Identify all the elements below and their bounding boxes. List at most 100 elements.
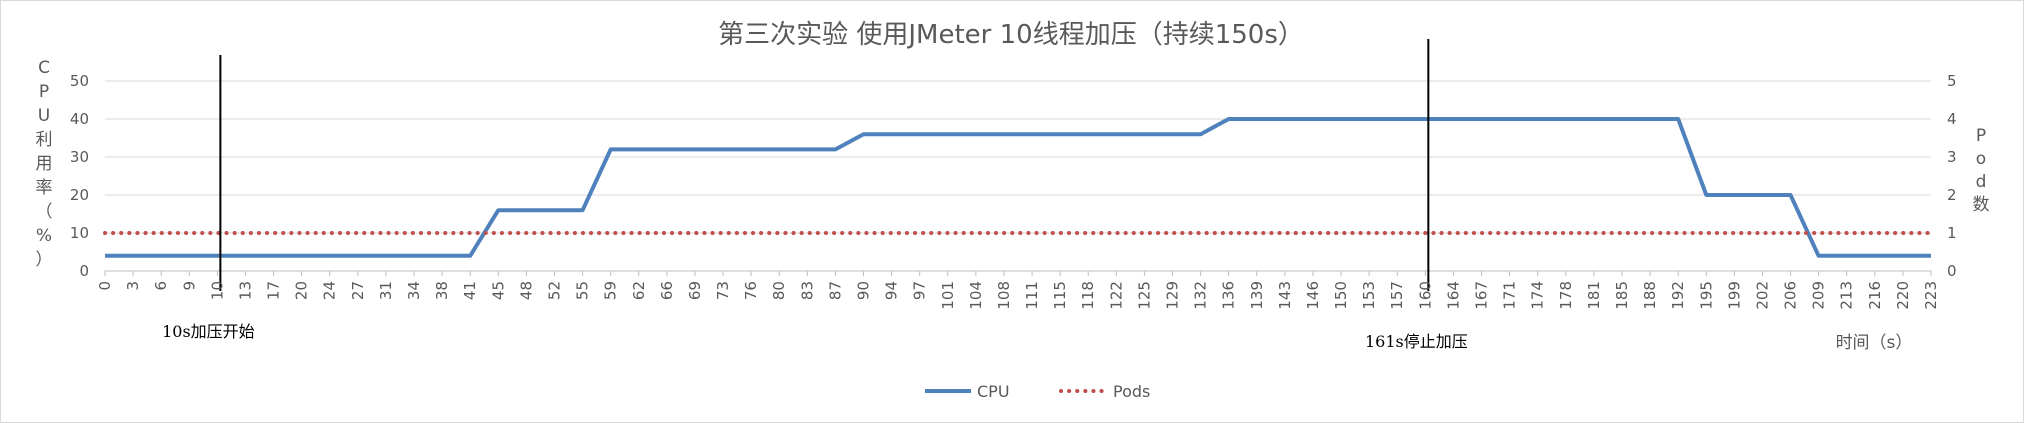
x-tick-label: 178 [1557,281,1575,310]
x-tick-label: 150 [1332,281,1350,310]
y2-tick-label: 3 [1947,148,1957,166]
x-tick-label: 139 [1248,281,1266,310]
axis-label-char: P [39,82,49,102]
legend-label-pods: Pods [1113,382,1150,401]
x-tick-label: 76 [742,281,760,300]
x-tick-label: 143 [1276,281,1294,310]
x-tick-label: 20 [293,281,311,300]
axis-label-char: U [38,106,50,126]
x-tick-label: 108 [995,281,1013,310]
x-tick-label: 10 [208,281,226,300]
x-tick-label: 73 [714,281,732,300]
x-tick-label: 59 [602,281,620,300]
x-tick-label: 3 [124,281,142,291]
x-tick-label: 164 [1444,281,1462,310]
x-tick-label: 83 [798,281,816,300]
x-tick-label: 216 [1866,281,1884,310]
x-tick-label: 38 [433,281,451,300]
x-tick-label: 160 [1416,281,1434,310]
axis-label-char: 率 [36,178,53,198]
x-tick-label: 209 [1810,281,1828,310]
x-tick-label: 174 [1529,281,1547,310]
x-tick-label: 55 [574,281,592,300]
x-tick-label: 167 [1473,281,1491,310]
y-tick-label: 0 [79,262,89,280]
x-tick-label: 69 [686,281,704,300]
x-tick-label: 45 [489,281,507,300]
series-line-cpu [105,119,1931,256]
x-tick-label: 13 [236,281,254,300]
x-tick-label: 115 [1051,281,1069,310]
chart-title: 第三次实验 使用JMeter 10线程加压（持续150s） [718,20,1304,50]
x-tick-label: 62 [630,281,648,300]
x-tick-label: 34 [405,281,423,300]
x-tick-label: 195 [1697,281,1715,310]
x-tick-label: 27 [349,281,367,300]
y-tick-label: 50 [70,72,89,90]
x-tick-label: 199 [1725,281,1743,310]
x-tick-label: 146 [1304,281,1322,310]
axis-label-char: 利 [36,130,53,150]
y2-tick-label: 0 [1947,262,1957,280]
y-tick-label: 30 [70,148,89,166]
x-tick-label: 104 [967,281,985,310]
x-tick-label: 87 [826,281,844,300]
grid-lines [105,81,1931,276]
x-tick-label: 213 [1838,281,1856,310]
axis-label-char: ） [36,250,53,270]
x-tick-label: 157 [1388,281,1406,310]
y-tick-label: 40 [70,110,89,128]
annotation-label: 10s加压开始 [162,322,255,341]
x-tick-label: 118 [1079,281,1097,310]
x-tick-label: 17 [265,281,283,300]
x-tick-label: 9 [180,281,198,291]
x-tick-label: 171 [1501,281,1519,310]
series-layer [105,119,1931,256]
x-tick-label: 41 [461,281,479,300]
x-tick-label: 129 [1164,281,1182,310]
x-tick-label: 202 [1753,281,1771,310]
x-tick-label: 136 [1220,281,1238,310]
axis-label-char: C [38,58,50,78]
axis-label-char: P [1976,126,1986,146]
x-tick-label: 153 [1360,281,1378,310]
x-tick-label: 132 [1192,281,1210,310]
x-tick-label: 6 [152,281,170,291]
axis-label-char: （ [36,202,53,222]
x-tick-label: 101 [939,281,957,310]
axis-label-char: % [36,226,52,246]
y-tick-label: 20 [70,186,89,204]
axis-label-char: 数 [1973,195,1990,215]
x-axis-title: 时间（s） [1836,333,1913,353]
x-tick-label: 111 [1023,281,1041,310]
y2-tick-label: 4 [1947,110,1957,128]
y-tick-label: 10 [70,224,89,242]
axis-label-char: o [1976,149,1986,169]
x-tick-label: 181 [1585,281,1603,310]
x-tick-label: 90 [854,281,872,300]
x-tick-label: 185 [1613,281,1631,310]
x-tick-label: 66 [658,281,676,300]
x-tick-label: 125 [1135,281,1153,310]
x-tick-label: 97 [911,281,929,300]
y2-tick-label: 1 [1947,224,1957,242]
y2-tick-label: 2 [1947,186,1957,204]
x-tick-label: 94 [883,281,901,300]
axis-label-char: 用 [36,154,53,174]
axis-label-char: d [1976,172,1987,192]
x-tick-label: 31 [377,281,395,300]
x-tick-label: 188 [1641,281,1659,310]
x-tick-label: 192 [1669,281,1687,310]
x-tick-label: 24 [321,281,339,300]
y2-tick-label: 5 [1947,72,1957,90]
x-tick-label: 206 [1782,281,1800,310]
legend: CPU Pods [925,382,1150,401]
legend-label-cpu: CPU [977,382,1010,401]
x-tick-label: 48 [517,281,535,300]
x-tick-label: 52 [545,281,563,300]
